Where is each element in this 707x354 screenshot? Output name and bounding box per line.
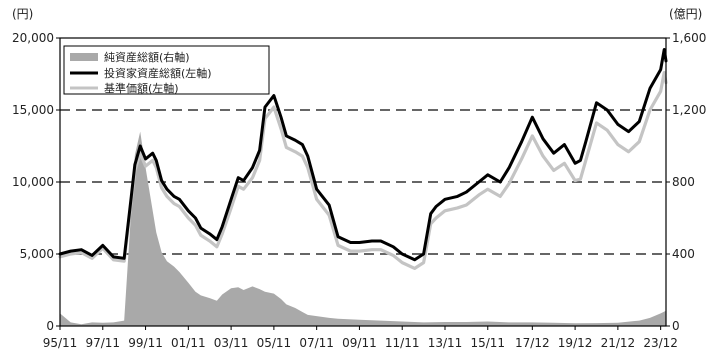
series-base-price-line <box>58 70 668 270</box>
right-axis-tick-label-3: 1,200 <box>672 103 706 117</box>
right-axis-tick-label-1: 400 <box>672 247 695 261</box>
legend-label-investor-assets: 投資家資産総額(左軸) <box>104 66 212 80</box>
x-axis-tick-label-11: 17/12 <box>515 336 550 350</box>
x-axis-tick-label-9: 13/11 <box>428 336 463 350</box>
right-axis-tick-label-4: 1,600 <box>672 31 706 45</box>
x-axis-tick-label-13: 21/12 <box>601 336 636 350</box>
x-axis-tick-label-6: 07/11 <box>299 336 334 350</box>
x-axis-tick-label-8: 11/11 <box>385 336 420 350</box>
left-axis-unit: (円) <box>12 7 33 21</box>
legend-label-base-price: 基準価額(左軸) <box>104 81 179 95</box>
x-axis-tick-label-1: 97/11 <box>85 336 120 350</box>
legend-label-net-assets: 純資産総額(右軸) <box>104 50 190 64</box>
x-axis-tick-label-14: 23/12 <box>643 336 678 350</box>
left-axis-tick-label-2: 10,000 <box>12 175 54 189</box>
left-axis-tick-label-4: 20,000 <box>12 31 54 45</box>
line-layer <box>58 48 668 270</box>
x-axis-tick-label-5: 05/11 <box>257 336 292 350</box>
x-axis-tick-label-10: 15/11 <box>470 336 505 350</box>
series-investor-assets-line <box>58 48 668 262</box>
legend-swatch-area <box>70 53 98 61</box>
left-axis-tick-label-3: 15,000 <box>12 103 54 117</box>
axis-layer: 0 5,000 10,000 15,000 20,000 0 400 800 1,200 1,60… <box>12 31 706 350</box>
right-axis-tick-label-2: 800 <box>672 175 695 189</box>
x-axis-tick-label-12: 19/12 <box>558 336 593 350</box>
x-axis-tick-label-0: 95/11 <box>43 336 78 350</box>
right-axis-unit: (億円) <box>669 7 702 21</box>
x-axis-tick-label-2: 99/11 <box>128 336 163 350</box>
x-axis-tick-label-4: 03/11 <box>214 336 249 350</box>
x-axis-tick-label-3: 01/11 <box>171 336 206 350</box>
left-axis-tick-label-1: 5,000 <box>20 247 54 261</box>
legend: 純資産総額(右軸) 投資家資産総額(左軸) 基準価額(左軸) <box>63 45 270 95</box>
legend-box <box>63 45 270 95</box>
right-axis-tick-label-0: 0 <box>672 319 680 333</box>
x-axis-tick-label-7: 09/11 <box>342 336 377 350</box>
left-axis-tick-label-0: 0 <box>46 319 54 333</box>
